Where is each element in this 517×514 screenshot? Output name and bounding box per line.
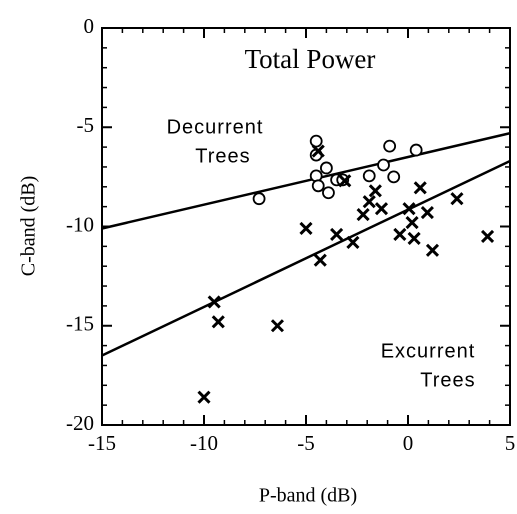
point bbox=[450, 192, 464, 206]
annotation: Trees bbox=[420, 369, 475, 391]
point bbox=[402, 202, 416, 216]
x-tick-label: 5 bbox=[505, 431, 516, 455]
point bbox=[368, 184, 382, 198]
point bbox=[356, 208, 370, 222]
x-tick-label: -5 bbox=[297, 431, 315, 455]
x-tick-label: 0 bbox=[403, 431, 414, 455]
point bbox=[299, 221, 313, 236]
x-axis-label: P-band (dB) bbox=[259, 485, 357, 507]
point bbox=[362, 169, 376, 183]
point bbox=[313, 253, 327, 267]
point bbox=[413, 181, 427, 195]
point bbox=[270, 319, 285, 333]
point bbox=[346, 235, 360, 249]
y-tick-label: -15 bbox=[66, 312, 94, 336]
point bbox=[311, 144, 325, 158]
point bbox=[362, 195, 376, 209]
point bbox=[252, 192, 266, 206]
point bbox=[338, 174, 352, 188]
annotation: Excurrent bbox=[381, 340, 476, 362]
point bbox=[420, 206, 434, 220]
point bbox=[330, 227, 344, 242]
point bbox=[405, 215, 419, 230]
point bbox=[383, 139, 397, 153]
y-tick-label: 0 bbox=[84, 14, 95, 38]
point bbox=[409, 143, 423, 157]
point bbox=[387, 170, 401, 184]
annotation: Decurrent bbox=[167, 116, 264, 138]
point bbox=[425, 243, 440, 257]
point bbox=[393, 227, 407, 242]
point bbox=[319, 161, 333, 175]
y-tick-label: -5 bbox=[77, 113, 95, 137]
y-axis-label: C-band (dB) bbox=[18, 176, 40, 277]
y-tick-label: -10 bbox=[66, 212, 94, 236]
point bbox=[211, 315, 225, 329]
annotation: Trees bbox=[195, 145, 250, 167]
point bbox=[377, 158, 390, 172]
point bbox=[480, 229, 495, 243]
point bbox=[197, 390, 211, 404]
point bbox=[309, 134, 323, 148]
point bbox=[207, 295, 221, 309]
y-tick-label: -20 bbox=[66, 411, 94, 435]
fit-line bbox=[101, 159, 511, 357]
x-tick-label: -15 bbox=[88, 431, 116, 455]
point bbox=[322, 186, 335, 200]
point bbox=[407, 231, 421, 245]
fit-line bbox=[101, 131, 511, 230]
point bbox=[311, 179, 325, 193]
x-tick-label: -10 bbox=[190, 431, 218, 455]
point bbox=[374, 202, 389, 216]
chart-title: Total Power bbox=[245, 44, 376, 74]
